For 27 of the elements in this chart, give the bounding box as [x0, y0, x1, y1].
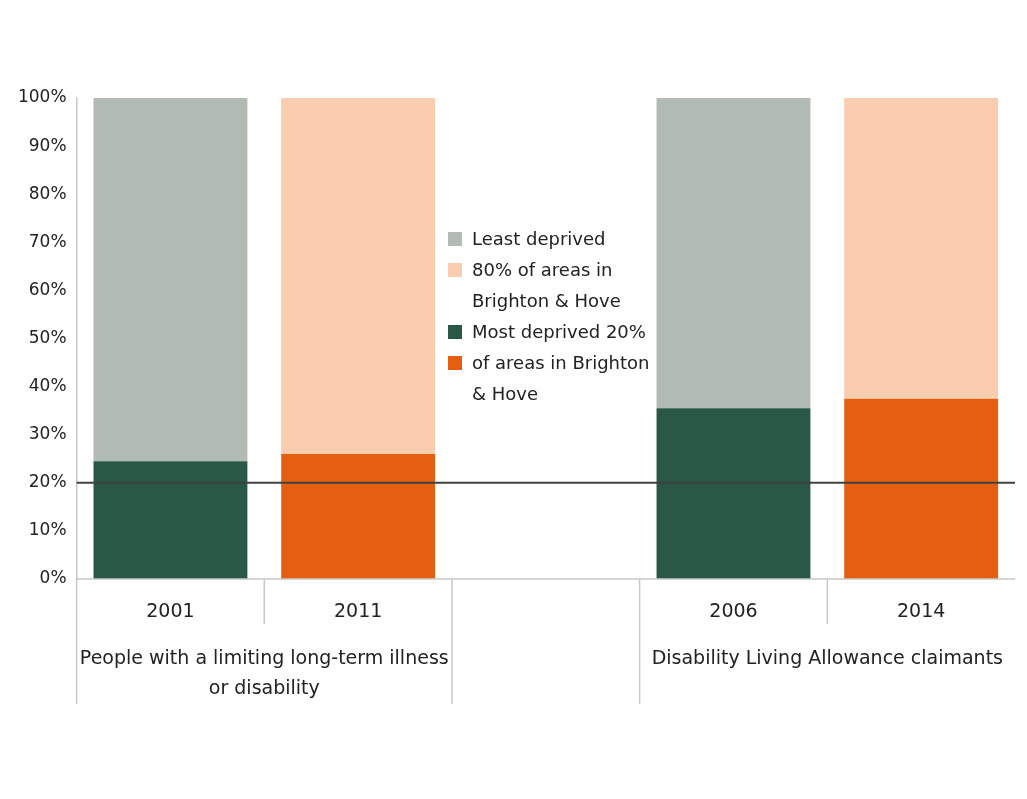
- bar: [93, 98, 248, 462]
- y-tick-label: 20%: [28, 471, 67, 492]
- legend-label: Least deprived 80% of areas in Brighton & Hove: [472, 227, 622, 313]
- y-tick-label: 60%: [28, 278, 67, 299]
- bar: [844, 398, 999, 579]
- x-tick-label: 2006: [709, 599, 758, 622]
- y-tick-label: 30%: [28, 423, 67, 444]
- bar: [844, 98, 999, 399]
- bar: [93, 461, 248, 579]
- bar: [281, 98, 436, 454]
- x-tick-label: 2001: [146, 599, 195, 622]
- y-tick-label: 100%: [17, 86, 67, 107]
- y-tick-label: 80%: [28, 182, 67, 203]
- y-tick-label: 90%: [28, 134, 67, 155]
- bar: [281, 453, 436, 579]
- bar: [656, 98, 811, 409]
- legend-label: Most deprived 20% of areas in Brighton & Hove: [472, 320, 650, 406]
- y-tick-label: 40%: [28, 375, 67, 396]
- bar: [656, 408, 811, 579]
- text: People with a limiting long-term illness or disability: [79, 645, 449, 698]
- text: Disability Living Allowance claimants: [651, 645, 1004, 668]
- y-tick-label: 70%: [28, 230, 67, 251]
- y-tick-label: 50%: [28, 326, 67, 347]
- y-tick-label: 0%: [39, 567, 67, 588]
- x-tick-label: 2014: [896, 599, 946, 622]
- x-tick-label: 2011: [333, 599, 383, 622]
- y-tick-label: 10%: [28, 519, 67, 540]
